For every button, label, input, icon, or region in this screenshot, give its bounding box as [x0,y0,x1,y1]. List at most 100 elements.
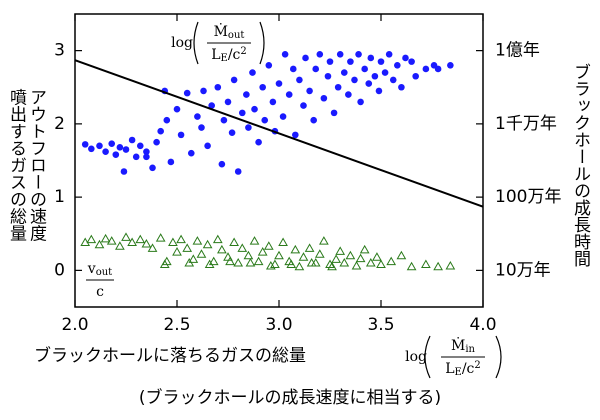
point [396,250,407,260]
point [445,260,456,270]
point [182,243,193,252]
y-axis-label: 噴出するガスの総量 [6,88,27,241]
point [408,58,415,65]
point [325,259,335,269]
point [120,168,128,175]
math-part: Ṁ [451,336,465,354]
point [279,113,287,120]
y2-tick-label: 1億年 [495,41,540,61]
point [214,83,222,91]
point [141,238,152,248]
point [335,246,346,255]
point [172,247,182,256]
point [274,250,284,260]
point [375,87,383,95]
point [183,89,191,97]
point [278,237,288,247]
point [300,102,307,109]
paren [495,335,502,379]
point [177,131,185,139]
point [121,232,131,241]
point [234,168,242,175]
point [434,65,442,73]
point [306,87,313,95]
y-axis-label: アウトフローの速度 [26,89,47,242]
point [421,259,431,269]
point [389,76,397,84]
point [204,142,211,150]
x-axis-note: (ブラックホールの成長速度に相当する) [139,387,441,408]
x-tick-label: 3.5 [367,315,394,335]
y2-axis-label: ブラックホールの成長時間 [570,63,591,268]
point [302,54,309,62]
point [212,234,223,244]
point [371,72,379,80]
math-part: /c [228,47,241,63]
point [153,138,160,146]
point [184,258,195,267]
point [339,258,350,267]
point [447,61,454,69]
math-text: vout [87,261,112,278]
point [192,236,203,245]
point [261,116,269,124]
math-part: 2 [474,360,480,371]
point [243,91,250,98]
point [176,234,186,244]
point [334,83,342,91]
point [290,244,301,254]
point [102,148,109,156]
point [108,140,116,147]
point [233,258,244,267]
point [306,258,317,267]
point [259,83,266,91]
point [298,252,309,261]
point [292,131,299,139]
point [376,259,386,269]
point [143,148,150,156]
point [237,243,248,252]
math-text: LE/c2 [445,360,481,378]
math-prefix: log [171,35,193,51]
point [326,58,334,65]
point [359,244,370,254]
point [217,244,227,254]
point [253,256,264,266]
y2-tick-label: 1千万年 [495,114,557,134]
point [127,237,137,247]
math-part: E [221,53,228,64]
point [96,142,103,150]
math-part: in [465,344,475,355]
point [351,76,358,84]
point [324,72,332,80]
point [149,164,156,172]
point [208,102,215,109]
point [115,241,125,250]
point [263,241,274,250]
math-part: out [228,30,244,41]
math-part: /c [462,361,475,377]
point [249,69,256,76]
point [294,261,305,271]
trend-line [74,59,484,208]
point [112,151,120,158]
point [173,105,181,113]
math-text: LE/c2 [211,46,247,64]
point [270,259,280,269]
point [208,256,219,266]
point [310,116,317,124]
point [128,136,136,144]
point [194,113,201,120]
point [296,76,303,84]
math-text: c [96,284,104,300]
y2-tick-label: 10万年 [495,260,551,280]
x-tick-label: 2.0 [61,315,88,335]
point [238,109,246,117]
point [116,144,124,151]
point [155,233,166,242]
x-axis-label: ブラックホールに落ちるガスの総量 [34,345,306,366]
point [218,160,226,168]
x-tick-label: 3.0 [265,315,292,335]
point [225,256,235,266]
point [196,249,207,258]
